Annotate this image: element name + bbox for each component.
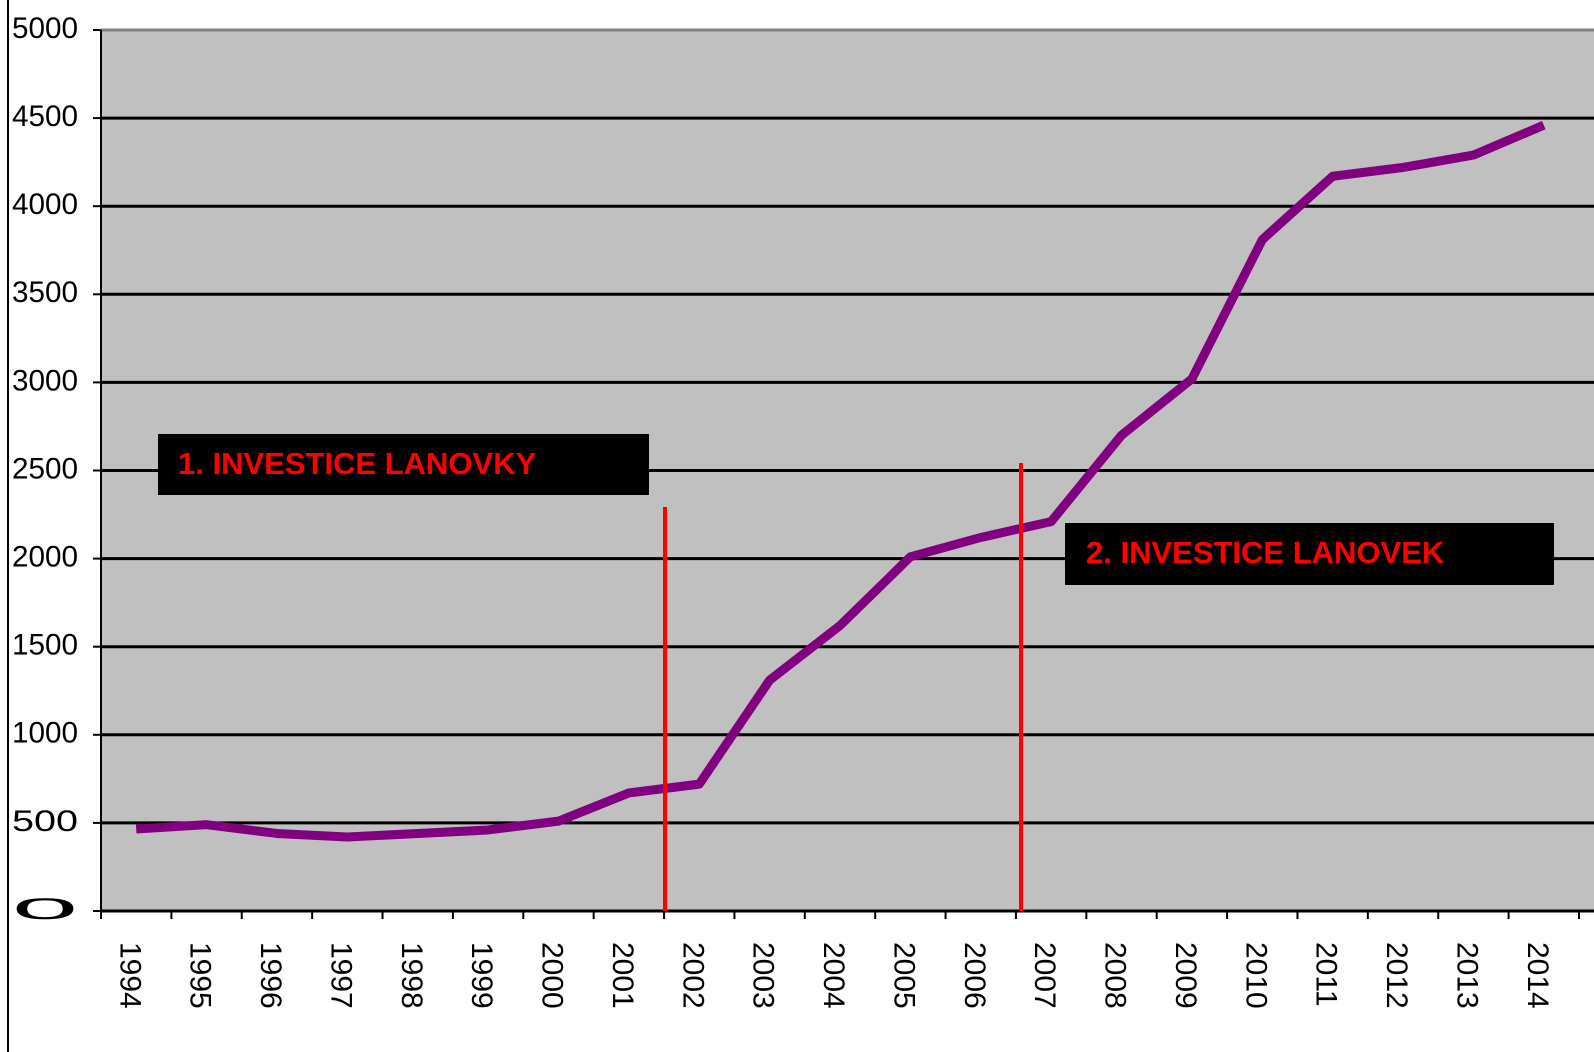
series-line [135, 121, 1546, 842]
x-tick-label: 2000 [536, 942, 569, 1009]
x-tick-label: 2004 [817, 942, 850, 1009]
annotation-box [1065, 523, 1554, 585]
y-tick-label: 4500 [12, 100, 78, 133]
annotation-box [158, 434, 649, 495]
x-tick-label: 2007 [1028, 942, 1061, 1009]
y-tick-label: 2500 [12, 452, 78, 485]
x-tick-label: 2009 [1169, 942, 1202, 1009]
y-tick-label: 2000 [12, 541, 78, 574]
x-tick-label: 2013 [1451, 942, 1484, 1009]
y-tick-label: 3000 [12, 364, 78, 397]
x-tick-label: 2011 [1310, 942, 1343, 1007]
x-tick-label: 2010 [1239, 942, 1272, 1009]
y-tick-label: 1500 [12, 629, 78, 662]
y-tick-label: 3500 [12, 276, 78, 309]
x-tick-label: 1999 [465, 942, 498, 1009]
annotation: 1. INVESTICE LANOVKY [178, 446, 537, 481]
y-tick-label: 1000 [12, 717, 78, 750]
y-tick-label: 0 [12, 893, 78, 926]
x-tick-label: 2014 [1521, 942, 1554, 1009]
x-tick-label: 1994 [113, 942, 146, 1009]
x-tick-label: 2012 [1380, 942, 1413, 1009]
x-tick-label: 2003 [747, 942, 780, 1009]
x-tick-label: 2006 [958, 942, 991, 1009]
y-tick-label: 500 [12, 805, 78, 838]
x-tick-label: 1995 [184, 942, 217, 1009]
y-tick-label: 4000 [12, 188, 78, 221]
x-tick-label: 1996 [254, 942, 287, 1009]
x-tick-label: 2001 [606, 942, 639, 1009]
y-tick-label: 5000 [12, 12, 78, 45]
x-tick-label: 2005 [887, 942, 920, 1009]
x-tick-label: 2002 [676, 942, 709, 1009]
x-tick-label: 1997 [324, 942, 357, 1009]
x-tick-label: 2008 [1099, 942, 1132, 1009]
annotation: 2. INVESTICE LANOVEK [1086, 535, 1445, 570]
x-tick-label: 1998 [395, 942, 428, 1009]
